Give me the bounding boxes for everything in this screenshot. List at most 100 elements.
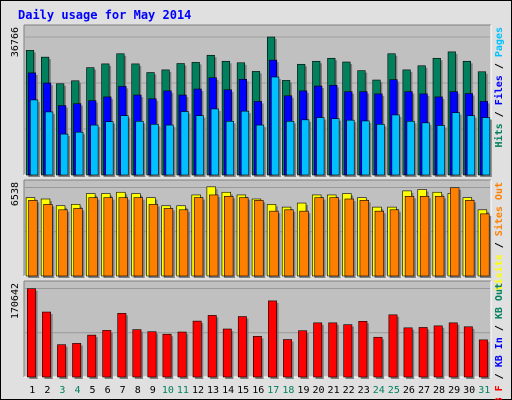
bar-pages-day-1 [30, 99, 39, 176]
bar-pages-day-27 [421, 122, 430, 176]
bar-pages-day-14 [225, 121, 234, 176]
legend-kbytes: KB F / KB In / KB Out [494, 283, 505, 400]
bar-pages-day-31 [481, 117, 491, 176]
bar-sites-day-6 [103, 197, 113, 277]
bar-kbf-day-18 [283, 339, 292, 378]
bar-pages-day-7 [120, 115, 129, 176]
bar-sites-day-28 [434, 195, 445, 277]
legend-item: KB In [494, 337, 505, 373]
bar-pages-day-22 [346, 119, 355, 176]
bar-sites-day-21 [329, 197, 339, 277]
y-max-label: 170642 [10, 283, 21, 319]
day-label-2: 2 [44, 385, 50, 396]
bar-sites-day-30 [465, 200, 475, 277]
bar-kbf-day-30 [463, 326, 473, 378]
day-label-19: 19 [297, 385, 309, 396]
bar-sites-day-11 [178, 209, 189, 277]
day-label-5: 5 [90, 385, 96, 396]
bar-pages-day-13 [210, 108, 219, 176]
bar-sites-day-9 [148, 204, 159, 277]
bar-sites-day-7 [118, 197, 128, 277]
bar-kbf-day-27 [418, 327, 428, 378]
bar-kbf-day-1 [27, 288, 36, 378]
bar-kbf-day-29 [448, 322, 458, 378]
bar-pages-day-10 [165, 124, 174, 176]
bar-pages-day-24 [376, 124, 385, 176]
bar-kbf-day-25 [388, 314, 398, 378]
bar-kbf-day-12 [192, 320, 202, 378]
bar-kbf-day-13 [207, 315, 217, 378]
day-label-29: 29 [448, 385, 460, 396]
y-max-label: 6538 [10, 182, 21, 206]
bar-kbf-day-7 [117, 313, 127, 378]
day-label-31: 31 [478, 385, 490, 396]
bar-sites-day-5 [88, 197, 98, 277]
legend-item: KB Out [494, 283, 505, 325]
bar-kbf-day-23 [358, 321, 368, 378]
chart-title: Daily usage for May 2014 [18, 8, 191, 22]
day-label-8: 8 [135, 385, 141, 396]
bar-kbf-day-19 [298, 330, 308, 378]
day-label-3: 3 [59, 385, 65, 396]
bar-kbf-day-9 [147, 331, 157, 378]
bar-pages-day-15 [240, 110, 250, 176]
bar-kbf-day-26 [403, 327, 413, 378]
bar-pages-day-16 [255, 124, 265, 176]
day-label-1: 1 [29, 385, 35, 396]
bar-sites-day-3 [58, 209, 68, 277]
bar-sites-day-18 [284, 209, 294, 277]
day-label-7: 7 [120, 385, 126, 396]
bar-kbf-day-24 [373, 336, 383, 378]
bar-sites-day-8 [133, 197, 144, 277]
bar-kbf-day-16 [252, 336, 262, 378]
day-label-28: 28 [433, 385, 445, 396]
bar-kbf-day-17 [268, 300, 277, 378]
bar-sites-day-25 [389, 209, 400, 277]
bar-sites-day-23 [359, 200, 369, 277]
bar-pages-day-3 [60, 133, 69, 176]
bar-sites-day-13 [208, 194, 219, 277]
bar-pages-day-9 [150, 124, 159, 176]
legend-item: / [494, 111, 505, 123]
legend-item: Hits [493, 123, 505, 147]
day-label-13: 13 [207, 385, 219, 396]
day-label-4: 4 [74, 385, 80, 396]
legend-item: Sites [493, 206, 505, 242]
bar-pages-day-4 [75, 131, 84, 176]
bar-kbf-day-3 [57, 344, 67, 378]
bar-sites-day-16 [254, 200, 264, 277]
day-label-27: 27 [418, 385, 430, 396]
bar-kbf-day-4 [72, 343, 82, 378]
bar-kbf-day-5 [87, 334, 97, 378]
bar-sites-day-12 [193, 197, 204, 277]
bar-kbf-day-10 [162, 333, 172, 378]
day-label-24: 24 [373, 385, 385, 396]
day-label-25: 25 [388, 385, 400, 396]
legend-item: / [494, 63, 505, 75]
bar-sites-day-17 [269, 210, 279, 277]
bar-pages-day-6 [105, 121, 114, 176]
bar-sites-day-31 [480, 213, 490, 277]
bar-sites-day-4 [73, 208, 83, 277]
day-label-6: 6 [105, 385, 111, 396]
legend-item: KB F [494, 385, 505, 400]
bar-sites-day-1 [28, 200, 38, 277]
day-label-11: 11 [177, 385, 189, 396]
bar-pages-day-19 [301, 119, 310, 176]
bar-kbf-day-11 [177, 331, 187, 378]
bar-pages-day-30 [466, 115, 476, 176]
bar-kbf-day-21 [328, 322, 338, 378]
legend-item: / [494, 325, 505, 337]
day-label-17: 17 [267, 385, 279, 396]
panel-visits-sites: 6538 Visits / Sites Out [10, 179, 505, 290]
bar-kbf-day-15 [237, 316, 247, 378]
bar-pages-day-21 [331, 118, 340, 176]
x-axis-day-labels: 1 2 3 4 5 6 7 8 9 10 11 12 13 14 15 16 17 18 19 20 21 22 23 24 2… [29, 385, 490, 396]
day-label-20: 20 [312, 385, 324, 396]
day-label-18: 18 [282, 385, 294, 396]
bar-sites-day-20 [314, 197, 324, 277]
bar-kbf-day-6 [102, 330, 112, 378]
legend-visits_sites: Visits / Sites Out [493, 182, 505, 290]
bar-sites-day-22 [344, 198, 354, 277]
